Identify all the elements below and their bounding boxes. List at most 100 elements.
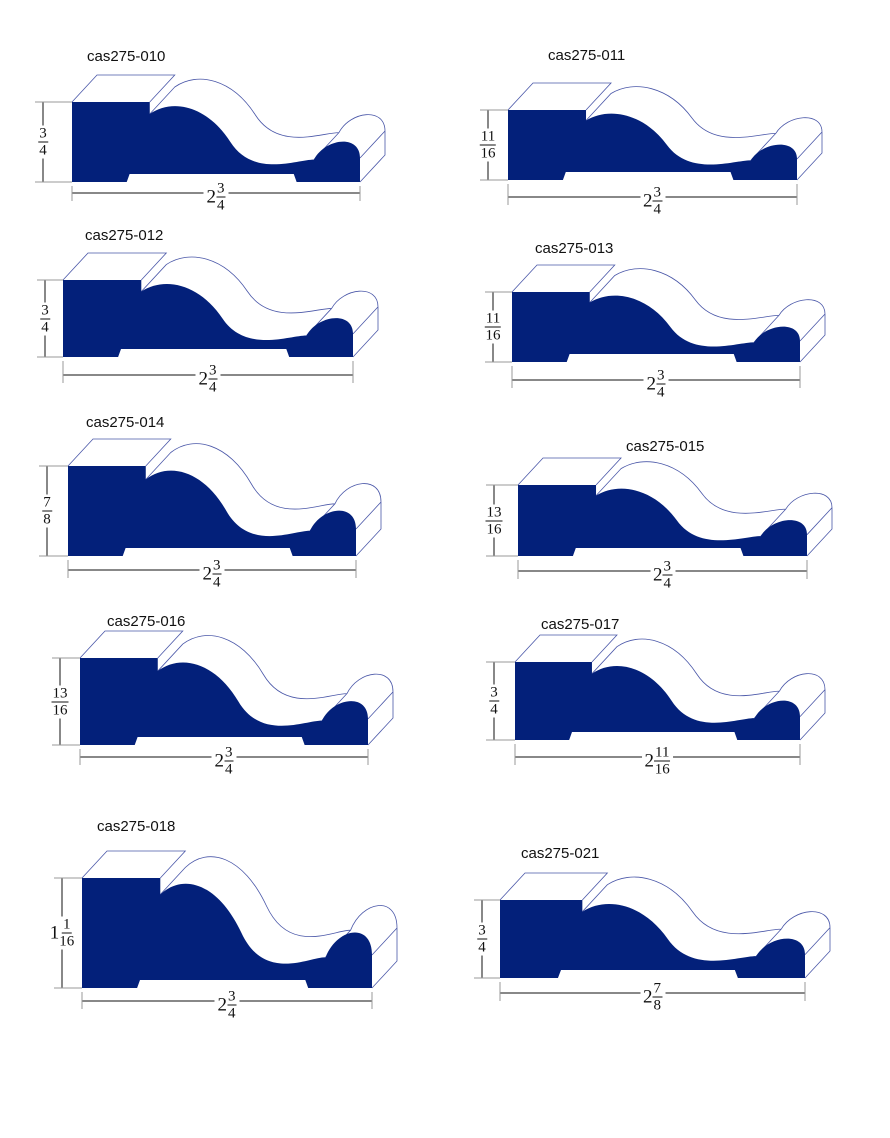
height-dimension: 13 16 xyxy=(48,685,72,718)
profile-top-outline xyxy=(507,82,823,181)
width-denominator: 4 xyxy=(663,575,672,592)
width-numerator: 3 xyxy=(216,180,226,198)
profile-cas275-015 xyxy=(486,457,833,579)
width-numerator: 3 xyxy=(227,988,237,1006)
height-denominator: 16 xyxy=(485,327,501,344)
width-numerator: 11 xyxy=(654,744,671,762)
height-numerator: 3 xyxy=(40,302,50,319)
profile-top-outline xyxy=(499,872,831,979)
profile-label: cas275-010 xyxy=(87,48,166,65)
width-fraction: 11 16 xyxy=(654,744,671,778)
height-denominator: 4 xyxy=(39,142,47,159)
height-numerator: 1 xyxy=(62,916,72,934)
profile-label: cas275-017 xyxy=(541,616,620,633)
height-fraction: 11 16 xyxy=(484,311,502,344)
profile-cas275-014 xyxy=(39,438,382,578)
width-whole: 2 xyxy=(214,750,225,771)
profile-cas275-018 xyxy=(54,850,398,1009)
profile-top-outline xyxy=(67,438,382,557)
width-numerator: 3 xyxy=(224,744,234,762)
height-numerator: 11 xyxy=(479,128,497,146)
profile-cross-section xyxy=(512,292,800,362)
profile-label: cas275-018 xyxy=(97,818,176,835)
width-whole: 2 xyxy=(644,750,655,771)
profile-label: cas275-014 xyxy=(86,414,165,431)
width-numerator: 3 xyxy=(208,362,218,380)
profile-top-outline xyxy=(511,264,826,363)
width-whole: 2 xyxy=(206,186,217,207)
profile-label: cas275-012 xyxy=(85,227,164,244)
profile-top-outline xyxy=(517,457,833,557)
width-denominator: 4 xyxy=(657,384,665,401)
height-denominator: 16 xyxy=(486,521,502,537)
profile-top-outline xyxy=(514,634,826,741)
height-denominator: 4 xyxy=(478,939,486,956)
profile-cas275-011 xyxy=(480,82,823,205)
height-numerator: 13 xyxy=(485,504,503,521)
profile-cross-section xyxy=(518,485,807,556)
width-dimension: 2 11 16 xyxy=(641,744,674,778)
height-fraction: 1 16 xyxy=(59,917,74,950)
height-denominator: 16 xyxy=(59,933,75,950)
width-whole: 2 xyxy=(643,986,653,1007)
profile-label: cas275-015 xyxy=(626,438,705,455)
profile-label: cas275-021 xyxy=(521,845,600,862)
profile-cross-section xyxy=(72,102,360,182)
height-fraction: 13 16 xyxy=(51,685,69,718)
width-denominator: 4 xyxy=(217,197,225,214)
height-whole: 1 xyxy=(49,922,60,943)
profile-top-outline xyxy=(62,252,379,358)
profile-cas275-013 xyxy=(485,264,826,388)
height-denominator: 4 xyxy=(41,319,49,335)
profile-top-outline xyxy=(81,850,398,989)
height-numerator: 3 xyxy=(38,125,48,143)
width-whole: 2 xyxy=(202,563,213,584)
width-denominator: 4 xyxy=(228,1005,236,1022)
width-denominator: 8 xyxy=(653,997,662,1014)
height-numerator: 13 xyxy=(51,685,69,702)
width-whole: 2 xyxy=(217,994,228,1015)
profile-cross-section xyxy=(500,900,805,978)
height-dimension: 13 16 xyxy=(482,504,506,537)
profile-label: cas275-016 xyxy=(107,613,186,630)
height-numerator: 7 xyxy=(42,494,52,512)
height-numerator: 3 xyxy=(489,684,499,702)
width-numerator: 7 xyxy=(652,980,662,998)
height-fraction: 11 16 xyxy=(479,128,497,162)
width-denominator: 4 xyxy=(213,574,221,591)
width-numerator: 3 xyxy=(656,367,666,385)
height-denominator: 16 xyxy=(52,702,68,718)
width-numerator: 3 xyxy=(652,184,662,202)
profile-cross-section xyxy=(63,280,353,357)
width-numerator: 3 xyxy=(662,558,672,576)
width-denominator: 4 xyxy=(225,761,233,778)
profile-cross-section xyxy=(80,658,368,745)
profile-cross-section xyxy=(68,466,356,556)
height-fraction: 13 16 xyxy=(485,504,503,537)
height-numerator: 3 xyxy=(477,922,487,940)
